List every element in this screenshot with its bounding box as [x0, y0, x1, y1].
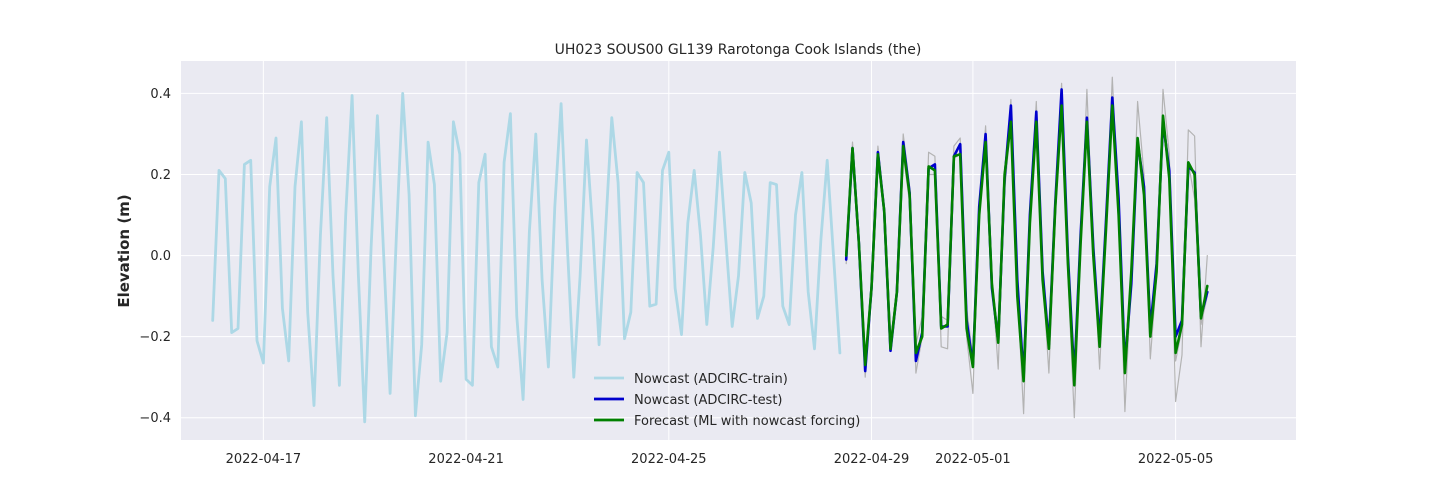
y-tick-label: 0.0	[150, 249, 171, 264]
legend-label: Forecast (ML with nowcast forcing)	[634, 414, 860, 429]
series-lines	[211, 76, 1209, 424]
x-axis-ticks: 2022-04-17 2022-04-21 2022-04-25 2022-04-29…	[226, 452, 1214, 467]
x-tick-label: 2022-04-21	[428, 452, 504, 467]
y-tick-label: 0.4	[150, 87, 171, 102]
y-tick-label: −0.2	[139, 330, 171, 345]
x-tick-label: 2022-04-29	[834, 452, 910, 467]
legend: Nowcast (ADCIRC-train) Nowcast (ADCIRC-te…	[594, 372, 860, 429]
y-axis-ticks: 0.4 0.2 0.0 −0.2 −0.4	[139, 87, 171, 426]
x-tick-label: 2022-05-05	[1138, 452, 1214, 467]
legend-label: Nowcast (ADCIRC-train)	[634, 372, 788, 387]
series-line-4	[844, 104, 1209, 387]
x-tick-label: 2022-05-01	[935, 452, 1011, 467]
y-axis-label: Elevation (m)	[115, 194, 133, 307]
y-tick-label: −0.4	[139, 411, 171, 426]
y-tick-label: 0.2	[150, 168, 171, 183]
x-tick-label: 2022-04-17	[226, 452, 302, 467]
series-line-0	[211, 92, 842, 424]
x-tick-label: 2022-04-25	[631, 452, 707, 467]
legend-label: Nowcast (ADCIRC-test)	[634, 393, 783, 408]
chart-title: UH023 SOUS00 GL139 Rarotonga Cook Island…	[555, 42, 922, 58]
